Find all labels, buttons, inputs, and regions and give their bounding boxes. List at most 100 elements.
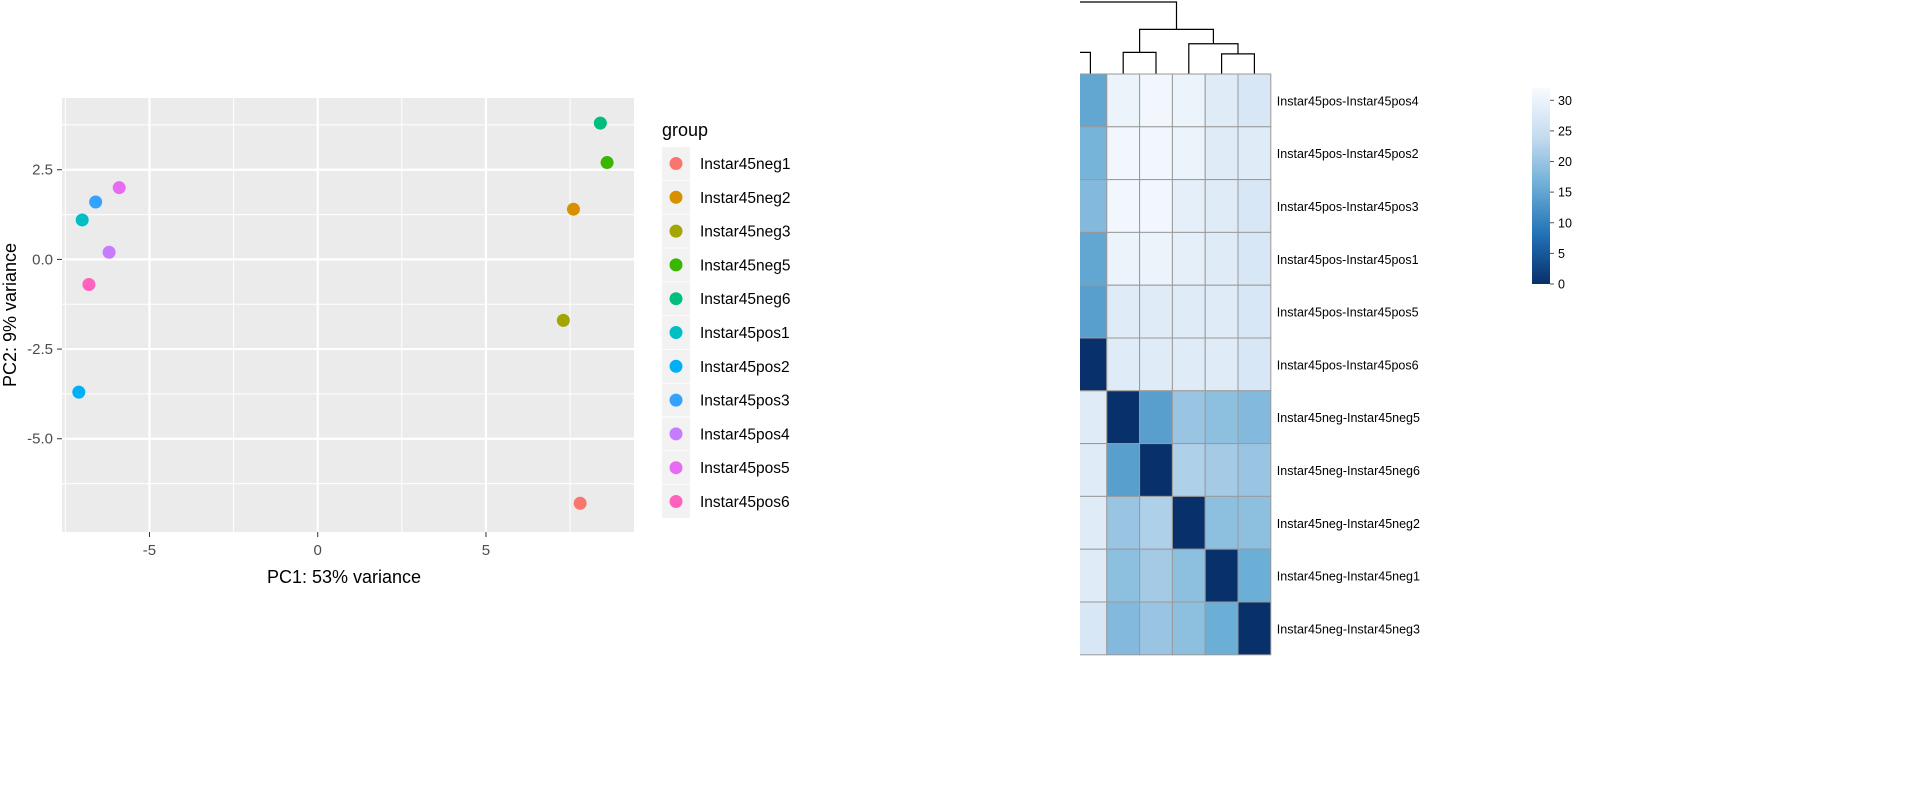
pca-legend-swatch (669, 258, 683, 272)
pca-plot-panel (62, 98, 634, 532)
column-dendrogram-branch (1188, 43, 1239, 74)
heatmap-cell (1080, 548, 1108, 603)
heatmap-row-label: Instar45pos-Instar45pos5 (1277, 306, 1419, 320)
heatmap-cell (1171, 179, 1206, 233)
pca-y-ticks: -5.0 -2.5 0.0 2.5 (27, 162, 62, 448)
heatmap-cell (1171, 126, 1206, 181)
heatmap-cell (1237, 231, 1272, 286)
pca-x-tick-label: 0 (314, 542, 322, 559)
pca-legend-label: Instar45pos1 (700, 325, 790, 342)
pca-point-Instar45pos5 (112, 181, 126, 195)
heatmap-cell (1106, 126, 1141, 181)
heatmap-cell (1139, 495, 1173, 550)
heatmap-cell (1171, 231, 1206, 286)
pca-grid (62, 98, 634, 532)
pca-point-Instar45pos4 (102, 245, 116, 259)
pca-y-axis-label: PC2: 9% variance (0, 243, 20, 387)
pca-x-tick-label: 5 (482, 542, 490, 559)
pca-scatter-plot: -5 0 5 -5.0 -2.5 0.0 2.5 PC1: 53% variance PC… (0, 98, 791, 587)
pca-legend-swatch (669, 157, 683, 170)
pca-legend-swatch (669, 224, 683, 238)
heatmap-cell (1237, 337, 1272, 392)
heatmap-cell (1204, 231, 1239, 286)
column-dendrogram-branch (1139, 28, 1214, 53)
heatmap-cell (1080, 495, 1108, 550)
pca-x-tick-label: -5 (143, 542, 156, 559)
heatmap-cells (1080, 73, 1272, 656)
heatmap-cell (1106, 495, 1141, 550)
heatmap-cell (1171, 73, 1206, 128)
pca-y-tick-label: 2.5 (32, 162, 53, 179)
colorbar-tick-label: 0 (1558, 278, 1565, 292)
pca-legend-label: Instar45pos4 (700, 426, 790, 443)
heatmap-cell (1171, 284, 1206, 339)
heatmap-cell (1204, 337, 1239, 392)
heatmap-row-label: Instar45pos-Instar45pos1 (1277, 253, 1419, 267)
column-dendrogram-branch (1080, 1, 1178, 30)
heatmap-cell (1106, 601, 1141, 656)
pca-point-Instar45pos3 (89, 195, 103, 209)
pca-x-axis-label: PC1: 53% variance (267, 567, 421, 587)
heatmap-cell (1237, 73, 1272, 128)
pca-legend-label: Instar45neg5 (700, 257, 791, 274)
pca-legend-swatch (669, 359, 683, 373)
colorbar-tick-label: 15 (1558, 186, 1572, 200)
heatmap-cell (1237, 284, 1272, 339)
heatmap-cell (1106, 548, 1141, 603)
column-dendrogram-branch (1221, 53, 1255, 74)
heatmap-cell (1080, 284, 1108, 339)
heatmap-cell (1139, 179, 1173, 233)
colorbar-tick-label: 20 (1558, 155, 1572, 169)
heatmap-cell (1171, 443, 1206, 497)
heatmap-cell (1237, 390, 1272, 445)
pca-legend-swatch (669, 427, 683, 441)
heatmap-cell (1106, 73, 1141, 128)
pca-legend-swatch (669, 326, 683, 339)
colorbar-tick-label: 30 (1558, 94, 1572, 108)
pca-legend-label: Instar45pos2 (700, 359, 790, 376)
pca-legend-label: Instar45neg3 (700, 224, 791, 241)
heatmap-cell (1080, 231, 1108, 286)
colorbar-tick-label: 25 (1558, 124, 1572, 138)
pca-point-Instar45neg5 (600, 156, 614, 170)
heatmap-cell (1106, 179, 1141, 233)
pca-point-Instar45neg1 (573, 496, 587, 510)
heatmap-cell (1237, 443, 1272, 497)
heatmap-cell (1204, 601, 1239, 656)
heatmap-cell (1139, 443, 1173, 497)
heatmap-cell (1139, 337, 1173, 392)
heatmap-cell (1106, 284, 1141, 339)
pca-point-Instar45neg2 (566, 202, 580, 216)
pca-legend-label: Instar45pos5 (700, 460, 790, 477)
heatmap-cell (1204, 390, 1239, 445)
heatmap-cell (1237, 548, 1272, 603)
heatmap-cell (1139, 390, 1173, 445)
heatmap-cell (1237, 601, 1272, 656)
pca-legend-swatch (669, 292, 683, 306)
pca-x-ticks: -5 0 5 (143, 532, 490, 559)
heatmap-cell (1204, 126, 1239, 181)
heatmap-cell (1139, 231, 1173, 286)
heatmap-cell (1139, 126, 1173, 181)
heatmap-cell (1080, 601, 1108, 656)
pca-legend-swatch (669, 461, 683, 475)
sample-distance-heatmap: Instar45pos-Instar45pos4 Instar45pos-Inst… (1080, 1, 1572, 656)
colorbar-tick-label: 10 (1558, 216, 1572, 230)
heatmap-row-label: Instar45neg-Instar45neg1 (1277, 570, 1420, 584)
heatmap-cell (1106, 443, 1141, 497)
pca-legend-label: Instar45pos3 (700, 393, 790, 410)
heatmap-cell (1080, 443, 1108, 497)
column-dendrogram-branch (1080, 51, 1091, 74)
pca-point-Instar45neg3 (556, 313, 570, 327)
pca-legend-label: Instar45pos6 (700, 494, 790, 511)
heatmap-cell (1204, 73, 1239, 128)
pca-legend-swatch (669, 393, 683, 407)
heatmap-row-label: Instar45pos-Instar45pos3 (1277, 200, 1419, 214)
heatmap-cell (1204, 179, 1239, 233)
heatmap-row-label: Instar45neg-Instar45neg2 (1277, 517, 1420, 531)
column-dendrogram-branch (1122, 51, 1157, 74)
pca-y-tick-label: 0.0 (32, 251, 53, 268)
heatmap-row-labels: Instar45pos-Instar45pos4 Instar45pos-Inst… (1277, 94, 1420, 636)
pca-legend-label: Instar45neg6 (700, 291, 791, 308)
heatmap-cell (1139, 601, 1173, 656)
